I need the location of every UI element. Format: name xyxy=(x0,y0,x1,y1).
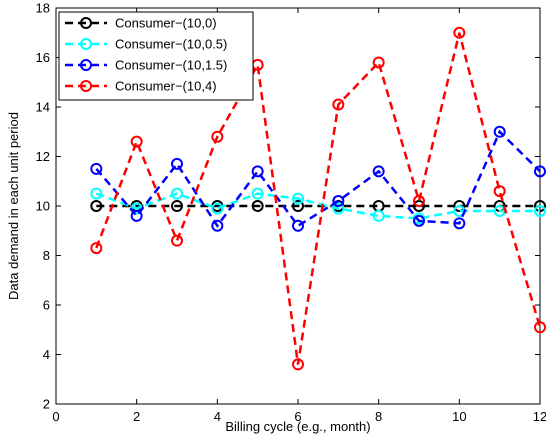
y-tick-label: 18 xyxy=(36,1,50,16)
data-point xyxy=(332,98,345,111)
series-layer xyxy=(90,26,546,371)
x-tick-label: 4 xyxy=(214,409,221,424)
data-point xyxy=(332,195,345,208)
data-point xyxy=(292,219,304,232)
data-point xyxy=(413,195,425,208)
data-point xyxy=(332,202,345,215)
legend-entry: Consumer−(10,1.5) xyxy=(65,58,227,73)
data-point xyxy=(493,185,506,198)
legend-label: Consumer−(10,1.5) xyxy=(115,58,227,73)
data-point xyxy=(211,219,224,232)
data-point xyxy=(453,26,466,39)
y-tick-label: 14 xyxy=(36,100,50,115)
x-tick-label: 8 xyxy=(375,409,382,424)
data-point xyxy=(453,217,466,230)
data-point xyxy=(211,130,224,143)
legend-marker xyxy=(80,17,92,29)
data-point xyxy=(130,135,143,148)
legend-entry: Consumer−(10,0.5) xyxy=(65,37,227,52)
series-line xyxy=(95,32,542,365)
data-point xyxy=(493,125,506,138)
y-tick-label: 16 xyxy=(36,50,50,65)
y-tick-label: 4 xyxy=(43,347,50,362)
series-4 xyxy=(90,26,546,371)
x-tick-label: 12 xyxy=(533,409,546,424)
data-point xyxy=(171,200,183,212)
legend: Consumer−(10,0) Consumer−(10,0.5) Consumer… xyxy=(58,11,254,101)
legend-marker xyxy=(80,59,92,71)
y-tick-label: 10 xyxy=(36,199,50,214)
data-point xyxy=(534,165,546,178)
legend-label: Consumer−(10,0) xyxy=(115,16,217,31)
legend-label: Consumer−(10,4) xyxy=(115,79,217,94)
data-point xyxy=(534,204,546,217)
data-point xyxy=(453,200,466,212)
data-point xyxy=(171,187,183,200)
y-tick-label: 12 xyxy=(36,149,50,164)
legend-marker xyxy=(80,80,92,92)
data-point xyxy=(251,200,264,212)
data-point xyxy=(251,165,264,178)
x-tick-label: 6 xyxy=(294,409,301,424)
x-tick-label: 0 xyxy=(52,409,59,424)
data-point xyxy=(130,209,143,222)
data-point xyxy=(292,200,304,212)
x-tick-label: 10 xyxy=(452,409,466,424)
data-point xyxy=(171,157,183,170)
data-point xyxy=(90,200,103,212)
data-point xyxy=(211,202,224,215)
data-point xyxy=(292,192,304,205)
data-point xyxy=(372,209,385,222)
x-axis-title: Billing cycle (e.g., month) xyxy=(225,419,370,434)
legend-label: Consumer−(10,0.5) xyxy=(115,37,227,52)
data-point xyxy=(90,187,103,200)
data-point xyxy=(413,200,425,212)
data-point xyxy=(171,234,183,247)
data-point xyxy=(90,242,103,255)
legend-marker xyxy=(80,38,92,50)
y-axis-title: Data demand in each unit period xyxy=(6,112,21,300)
data-point xyxy=(372,165,385,178)
legend-entry: Consumer−(10,0) xyxy=(65,16,217,31)
y-tick-label: 2 xyxy=(43,397,50,412)
y-tick-label: 6 xyxy=(43,298,50,313)
x-tick-label: 2 xyxy=(133,409,140,424)
legend-entry: Consumer−(10,4) xyxy=(65,79,217,94)
data-point xyxy=(372,56,385,69)
data-point xyxy=(251,187,264,200)
data-point xyxy=(534,321,546,334)
data-point xyxy=(413,214,425,227)
series-3 xyxy=(90,125,546,232)
y-tick-label: 8 xyxy=(43,248,50,263)
data-point xyxy=(292,358,304,371)
data-point xyxy=(90,162,103,175)
